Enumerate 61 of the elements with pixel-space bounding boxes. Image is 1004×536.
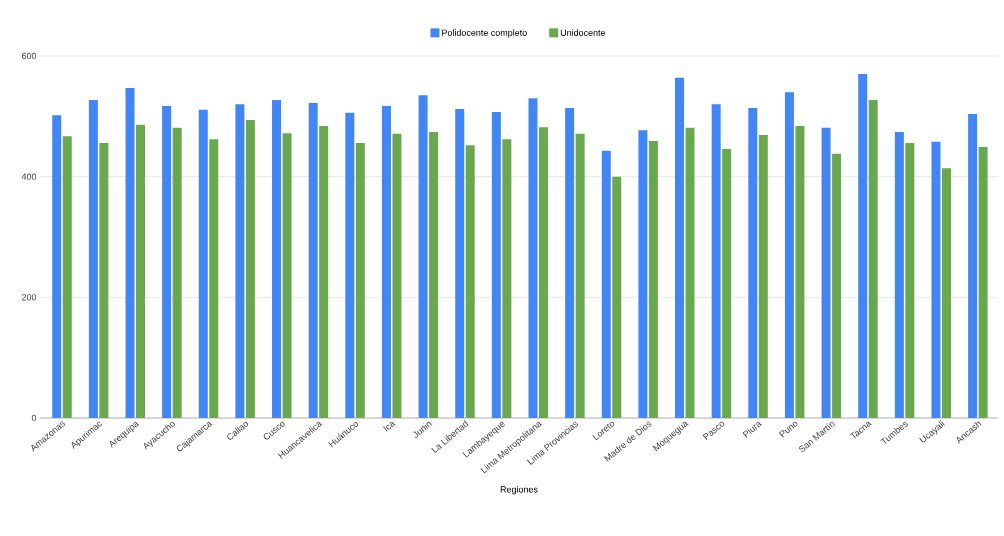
bar: [858, 74, 868, 418]
bar: [52, 115, 62, 418]
bar: [575, 133, 585, 418]
bar: [894, 132, 904, 418]
bar: [931, 141, 941, 418]
bar: [392, 133, 402, 418]
bar: [758, 135, 768, 418]
bar: [172, 127, 182, 418]
bar: [136, 124, 145, 418]
y-tick-label: 600: [21, 52, 37, 60]
bar: [685, 127, 695, 418]
bar: [648, 141, 658, 418]
bar: [868, 100, 878, 418]
bar: [465, 145, 475, 418]
bar: [978, 147, 988, 418]
bar: [209, 139, 219, 418]
bar: [455, 109, 465, 418]
bar: [245, 119, 255, 418]
legend-label: Polidocente completo: [442, 29, 527, 38]
x-tick-label: Ica: [383, 421, 396, 432]
bar: [832, 153, 842, 418]
bar: [905, 142, 915, 418]
legend-label: Unidocente: [560, 29, 606, 36]
bar: [502, 139, 512, 418]
bar: [162, 106, 172, 418]
bar: [319, 125, 329, 418]
y-tick-label: 0: [31, 414, 37, 422]
bar: [722, 148, 732, 418]
bar: [418, 95, 428, 418]
bar: [429, 132, 439, 418]
bar: [565, 107, 575, 418]
bar: [941, 168, 951, 418]
bar: [675, 77, 685, 418]
bar: [795, 125, 805, 418]
bar: [784, 92, 794, 418]
bar: [491, 112, 501, 418]
y-tick-label: 400: [21, 173, 37, 180]
bar: [282, 133, 292, 418]
x-axis-title: Regiones: [500, 486, 538, 495]
bar: [62, 136, 72, 418]
bar: [308, 103, 318, 418]
bar: [355, 142, 365, 418]
bar: [538, 127, 548, 418]
bar: [821, 127, 831, 418]
y-tick-label: 200: [21, 294, 37, 301]
bar: [381, 106, 391, 418]
bar: [612, 176, 622, 418]
bar: [272, 100, 282, 418]
bar: [968, 113, 978, 418]
bar: [99, 142, 109, 418]
bar: [601, 150, 611, 418]
bar: [125, 87, 135, 418]
bar: [711, 104, 721, 418]
bar: [235, 104, 245, 418]
bar: [748, 107, 758, 418]
bar: [345, 112, 355, 418]
bar: [88, 100, 98, 418]
bar: [528, 98, 538, 418]
x-tick-label: Puno: [779, 421, 798, 438]
bar: [198, 109, 208, 418]
bar: [638, 130, 648, 418]
